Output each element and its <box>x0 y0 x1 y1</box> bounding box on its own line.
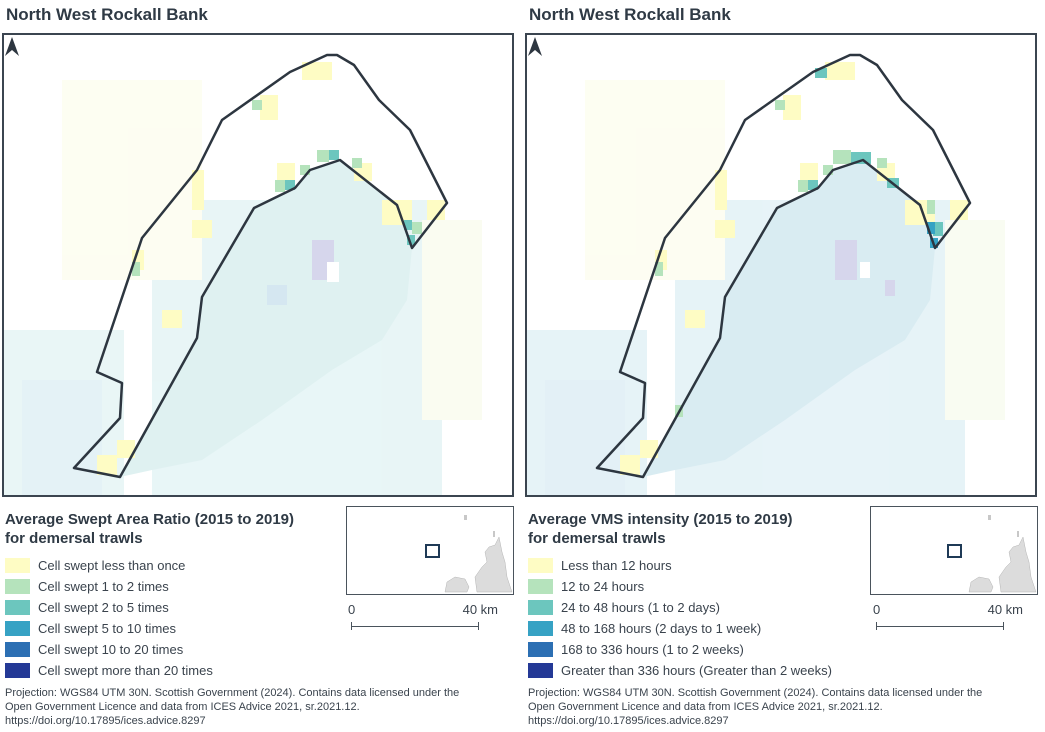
fishing-intensity-raster <box>4 53 482 495</box>
scale-end-label: 40 km <box>462 602 498 617</box>
legend-label: Cell swept 10 to 20 times <box>38 642 184 657</box>
legend-label: Less than 12 hours <box>561 558 672 573</box>
legend-item: Cell swept less than once <box>5 555 213 576</box>
legend-item: Cell swept 1 to 2 times <box>5 576 213 597</box>
credits: Projection: WGS84 UTM 30N. Scottish Gove… <box>5 686 520 728</box>
locator-inset-map <box>346 506 514 595</box>
legend-label: Cell swept 1 to 2 times <box>38 579 169 594</box>
legend-swatch <box>528 621 553 636</box>
legend-label: 48 to 168 hours (2 days to 1 week) <box>561 621 762 636</box>
legend-label: 24 to 48 hours (1 to 2 days) <box>561 600 720 615</box>
legend-title-line1: Average VMS intensity (2015 to 2019) <box>528 511 793 528</box>
legend-item: Less than 12 hours <box>528 555 832 576</box>
credits-line: Open Government Licence and data from IC… <box>528 701 883 713</box>
legend-swatch <box>528 579 553 594</box>
credits: Projection: WGS84 UTM 30N. Scottish Gove… <box>528 686 1043 728</box>
area-of-interest-box <box>947 544 962 558</box>
scale-start-label: 0 <box>873 602 881 617</box>
legend-swatch <box>528 663 553 678</box>
scale-bar: 0 40 km <box>348 600 518 635</box>
legend-swatch <box>5 621 30 636</box>
scale-tick <box>876 622 877 630</box>
legend-swatch <box>528 642 553 657</box>
legend-item: Cell swept more than 20 times <box>5 660 213 681</box>
map-title: North West Rockall Bank <box>529 5 731 24</box>
legend-swatch <box>5 663 30 678</box>
scale-start-label: 0 <box>348 602 356 617</box>
scale-end-label: 40 km <box>987 602 1023 617</box>
legend-title-line1: Average Swept Area Ratio (2015 to 2019) <box>5 511 295 528</box>
doi-link[interactable]: https://doi.org/10.17895/ices.advice.829… <box>5 715 206 727</box>
legend-item: Greater than 336 hours (Greater than 2 w… <box>528 660 832 681</box>
legend-title: Average Swept Area Ratio (2015 to 2019) … <box>5 510 294 548</box>
legend-label: 168 to 336 hours (1 to 2 weeks) <box>561 642 744 657</box>
doi-link[interactable]: https://doi.org/10.17895/ices.advice.829… <box>528 715 729 727</box>
site-boundary <box>595 53 972 479</box>
legend-swatch <box>5 579 30 594</box>
swept-area-ratio-panel: North West Rockall Bank <box>0 0 520 732</box>
legend-item: Cell swept 2 to 5 times <box>5 597 213 618</box>
legend-item: 48 to 168 hours (2 days to 1 week) <box>528 618 832 639</box>
area-of-interest-box <box>425 544 440 558</box>
legend-item: 12 to 24 hours <box>528 576 832 597</box>
scale-tick <box>351 622 352 630</box>
legend-swatch <box>5 600 30 615</box>
legend-item: Cell swept 10 to 20 times <box>5 639 213 660</box>
uk-ireland-locator <box>425 515 513 593</box>
uk-ireland-locator <box>947 515 1037 593</box>
vms-intensity-panel: North West Rockall Bank <box>523 0 1043 732</box>
fishing-intensity-raster <box>527 53 1005 495</box>
legend-item: Cell swept 5 to 10 times <box>5 618 213 639</box>
legend-label: Cell swept 2 to 5 times <box>38 600 169 615</box>
legend-label: Cell swept more than 20 times <box>38 663 213 678</box>
legend: Less than 12 hours 12 to 24 hours 24 to … <box>528 555 832 681</box>
scale-line <box>351 626 478 627</box>
legend-swatch <box>528 558 553 573</box>
legend-title-line2: for demersal trawls <box>5 530 143 547</box>
north-arrow-icon <box>528 37 542 56</box>
credits-line: Projection: WGS84 UTM 30N. Scottish Gove… <box>528 687 983 699</box>
credits-line: Projection: WGS84 UTM 30N. Scottish Gove… <box>5 687 460 699</box>
credits-line: Open Government Licence and data from IC… <box>5 701 360 713</box>
legend-swatch <box>5 558 30 573</box>
legend-label: Greater than 336 hours (Greater than 2 w… <box>561 663 832 678</box>
legend-item: 168 to 336 hours (1 to 2 weeks) <box>528 639 832 660</box>
scale-tick <box>1003 622 1004 630</box>
legend-title: Average VMS intensity (2015 to 2019) for… <box>528 510 793 548</box>
legend-swatch <box>5 642 30 657</box>
main-map[interactable] <box>2 33 514 497</box>
north-arrow-icon <box>5 37 19 56</box>
legend-label: Cell swept 5 to 10 times <box>38 621 177 636</box>
site-boundary <box>72 53 449 479</box>
scale-bar: 0 40 km <box>873 600 1043 635</box>
legend-title-line2: for demersal trawls <box>528 530 666 547</box>
locator-inset-map <box>870 506 1038 595</box>
scale-tick <box>478 622 479 630</box>
legend-item: 24 to 48 hours (1 to 2 days) <box>528 597 832 618</box>
legend: Cell swept less than once Cell swept 1 t… <box>5 555 213 681</box>
scale-line <box>876 626 1003 627</box>
legend-label: 12 to 24 hours <box>561 579 645 594</box>
map-title: North West Rockall Bank <box>6 5 208 24</box>
legend-swatch <box>528 600 553 615</box>
legend-label: Cell swept less than once <box>38 558 186 573</box>
main-map[interactable] <box>525 33 1037 497</box>
